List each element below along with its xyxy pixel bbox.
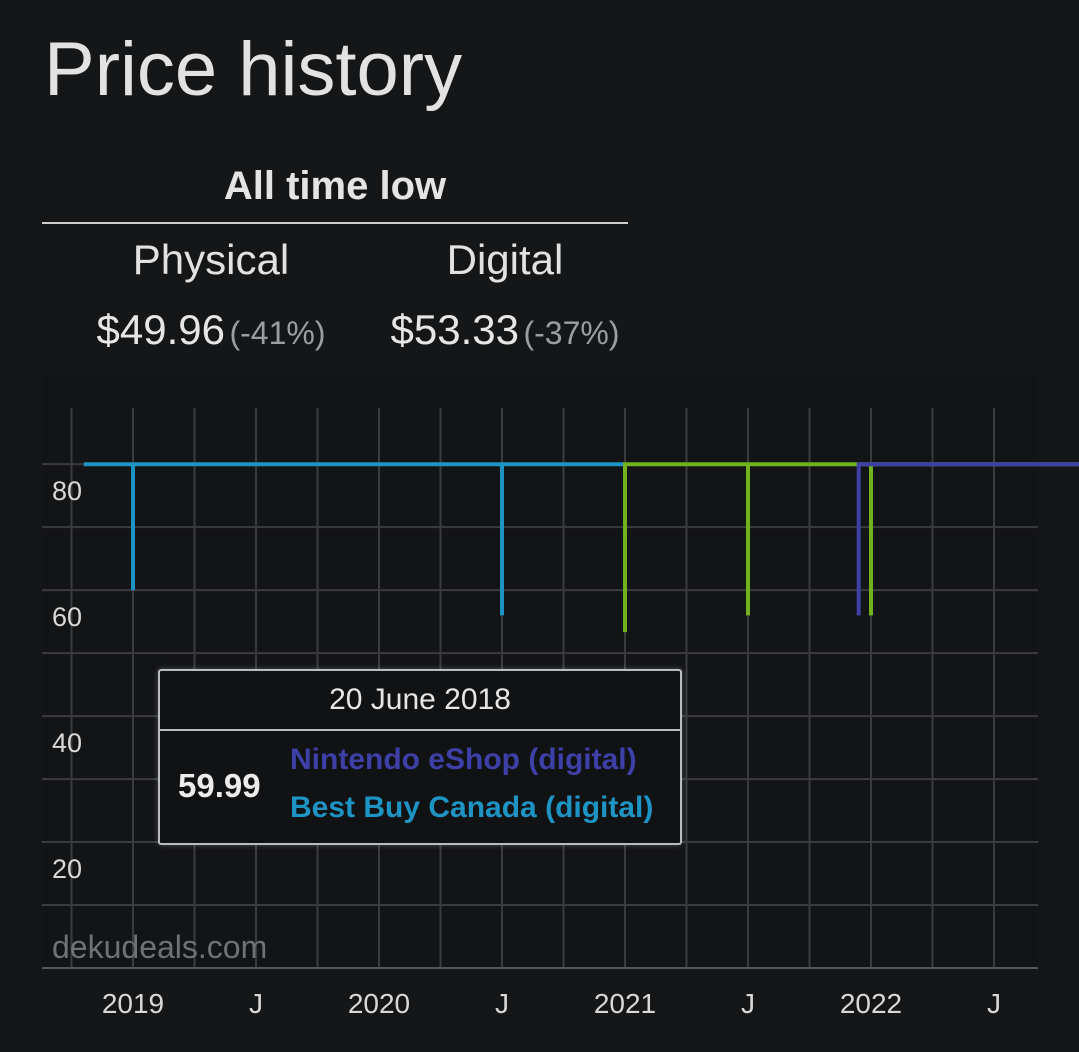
price-line-series-3 [856,462,1079,616]
x-tick-label: 2019 [102,988,164,1019]
y-tick-label: 60 [52,602,82,632]
tooltip-price: 59.99 [178,767,261,804]
y-tick-label: 40 [52,728,82,758]
price-line-series-1 [83,462,625,616]
x-tick-labels: 2019J2020J2021J2022J2023J2024J2025J2026 [102,988,1001,1019]
watermark: dekudeals.com [52,929,267,965]
digital-value: $53.33 (-37%) [380,306,630,354]
physical-label: Physical [132,236,290,283]
price-tooltip: 20 June 2018 59.99 Nintendo eShop (digit… [158,669,682,845]
page-title: Price history [44,27,463,112]
tooltip-store-nintendo-eshop: Nintendo eShop (digital) [290,743,637,776]
x-tick-label: J [987,988,1001,1019]
price-series[interactable] [83,433,1079,633]
all-time-low-heading: All time low [223,164,447,208]
x-tick-label: 2021 [594,988,656,1019]
digital-label: Digital [446,236,564,283]
x-tick-label: 2020 [348,988,410,1019]
tooltip-date: 20 June 2018 [160,671,680,731]
y-tick-label: 80 [52,476,82,506]
digital-discount: (-37%) [523,315,620,351]
y-tick-label: 20 [52,854,82,884]
x-tick-label: J [741,988,755,1019]
x-tick-label: J [249,988,263,1019]
x-tick-label: J [495,988,509,1019]
digital-low: Digital $53.33 (-37%) [380,236,630,354]
tooltip-store-best-buy: Best Buy Canada (digital) [290,791,654,824]
tooltip-body: 59.99 Nintendo eShop (digital) Best Buy … [160,731,680,843]
all-time-low-divider [42,222,628,224]
x-tick-label: 2022 [840,988,902,1019]
physical-value: $49.96 (-41%) [86,306,336,354]
physical-price: $49.96 [96,306,225,353]
digital-price: $53.33 [390,306,519,353]
physical-low: Physical $49.96 (-41%) [86,236,336,354]
y-tick-labels: 20 40 60 80 [52,476,82,884]
physical-discount: (-41%) [229,315,326,351]
